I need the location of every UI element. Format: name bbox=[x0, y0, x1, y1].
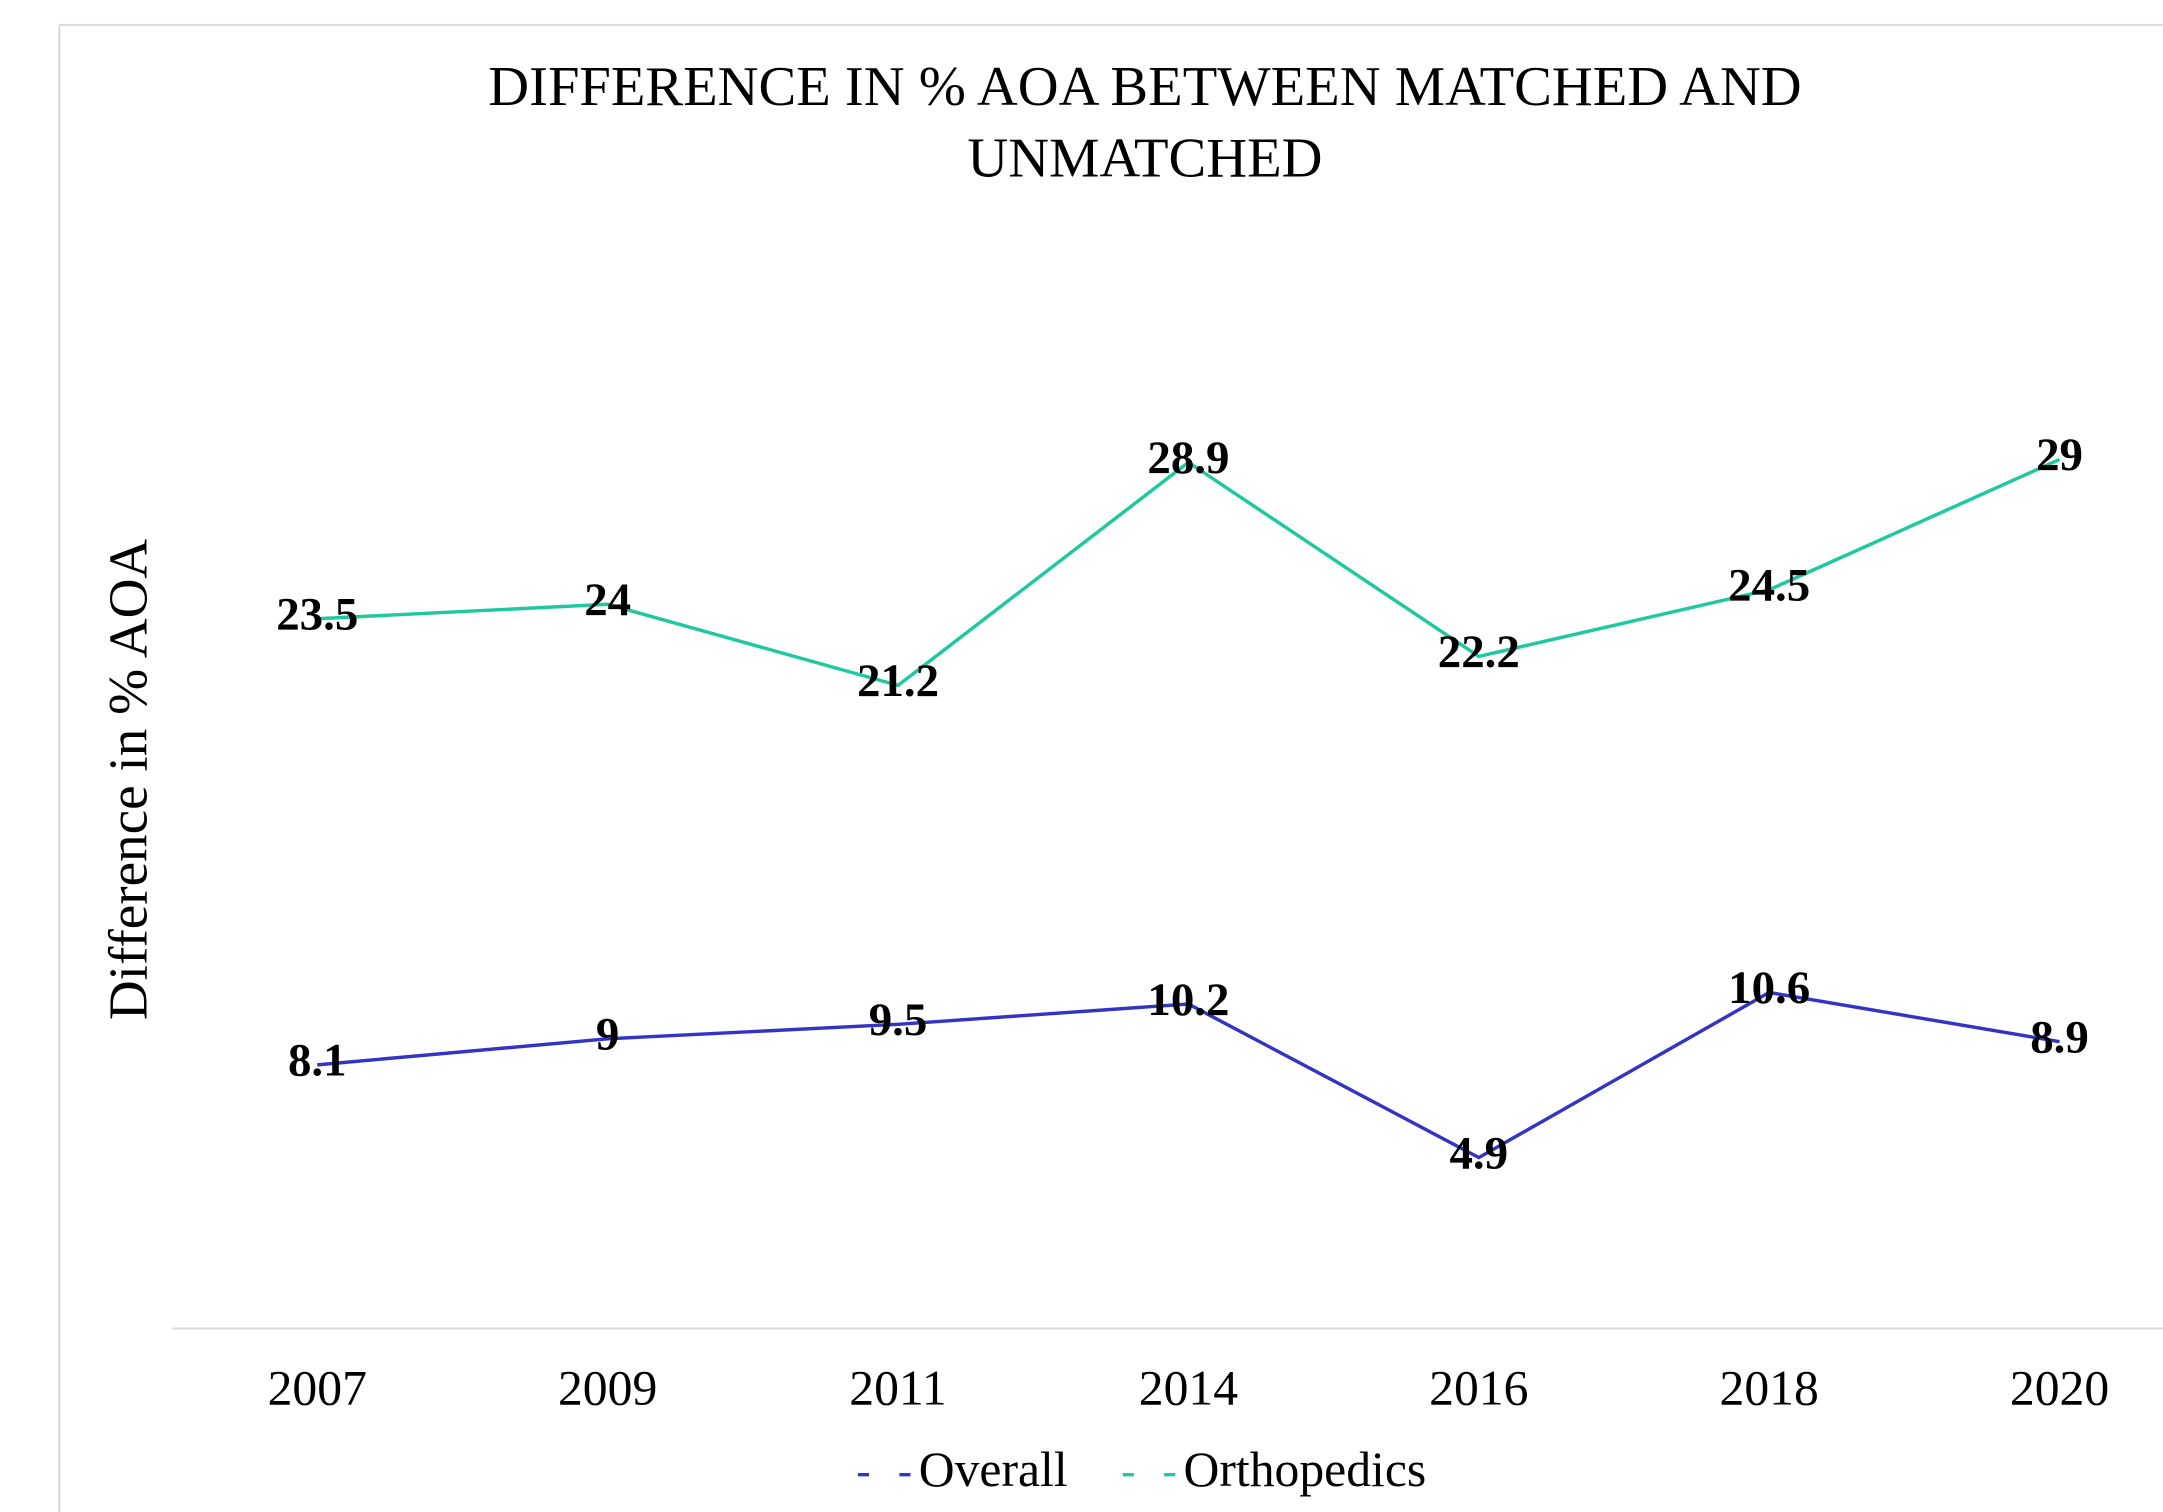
data-label: 9 bbox=[596, 1009, 619, 1061]
series-line bbox=[317, 457, 2061, 688]
data-label: 23.5 bbox=[276, 589, 358, 641]
data-label: 29 bbox=[2036, 429, 2083, 481]
legend-label: Overall bbox=[919, 1442, 1068, 1497]
x-tick-label: 2020 bbox=[2010, 1361, 2109, 1416]
data-label: 10.6 bbox=[1728, 962, 1810, 1014]
data-label: 21.2 bbox=[857, 655, 939, 707]
data-label: 4.9 bbox=[1449, 1127, 1508, 1179]
x-tick-label: 2009 bbox=[558, 1361, 657, 1416]
data-label: 8.9 bbox=[2030, 1011, 2089, 1063]
x-tick-label: 2014 bbox=[1139, 1361, 1238, 1416]
data-label: 24 bbox=[584, 574, 631, 626]
data-label: 9.5 bbox=[869, 994, 928, 1046]
series-line bbox=[317, 990, 2060, 1160]
x-tick-label: 2011 bbox=[849, 1361, 946, 1416]
x-tick-label: 2007 bbox=[268, 1361, 367, 1416]
title-wrap: DIFFERENCE IN % AOA BETWEEN MATCHED AND … bbox=[488, 53, 1802, 190]
x-tick-label: 2016 bbox=[1429, 1361, 1528, 1416]
chart-title: DIFFERENCE IN % AOA BETWEEN MATCHED AND … bbox=[488, 53, 1802, 190]
data-label: 28.9 bbox=[1147, 432, 1229, 484]
data-label: 10.2 bbox=[1147, 974, 1229, 1026]
data-label: 24.5 bbox=[1728, 560, 1810, 612]
legend-label: Orthopedics bbox=[1184, 1442, 1427, 1497]
data-label: 8.1 bbox=[288, 1035, 347, 1087]
y-axis-label: Difference in % AOA bbox=[97, 539, 158, 1021]
x-tick-label: 2018 bbox=[1720, 1361, 1819, 1416]
data-label: 22.2 bbox=[1438, 626, 1520, 678]
